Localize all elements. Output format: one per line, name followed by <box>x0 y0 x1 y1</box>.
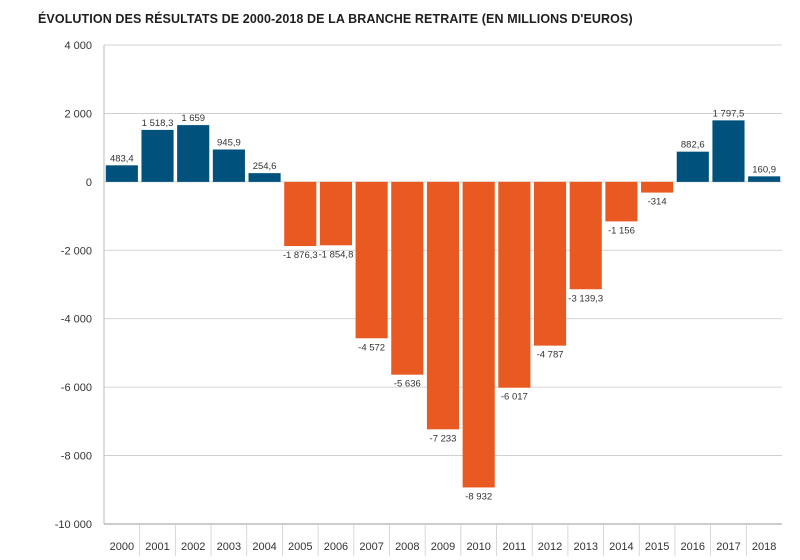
y-tick-label: -8 000 <box>61 451 92 463</box>
y-tick-label: 0 <box>86 177 92 189</box>
x-tick-label-2013: 2013 <box>573 541 597 553</box>
data-label-2008: -5 636 <box>394 379 421 390</box>
x-tick-label-2018: 2018 <box>752 541 776 553</box>
data-label-2016: 882,6 <box>681 140 705 151</box>
bar-2010 <box>462 181 495 488</box>
bar-2013 <box>569 181 602 290</box>
x-tick-label-2002: 2002 <box>181 541 205 553</box>
data-label-2014: -1 156 <box>608 225 635 236</box>
data-label-2002: 1 659 <box>181 113 205 124</box>
x-tick-label-2008: 2008 <box>395 541 419 553</box>
data-label-2000: 483,4 <box>110 153 134 164</box>
bar-2003 <box>212 149 245 182</box>
bar-2009 <box>426 181 460 430</box>
x-tick-label-2006: 2006 <box>324 541 348 553</box>
data-label-2015: -314 <box>648 197 667 208</box>
x-tick-label-2016: 2016 <box>681 541 705 553</box>
bar-2007 <box>355 181 388 339</box>
bar-2002 <box>177 125 210 182</box>
bar-2005 <box>284 181 317 247</box>
data-labels: 483,4 1 518,3 1 659 945,9 254,6 -1 876,3 -1 85… <box>110 108 776 502</box>
data-label-2007: -4 572 <box>358 342 385 353</box>
data-label-2009: -7 233 <box>430 433 457 444</box>
y-tick-label: 4 000 <box>64 40 92 52</box>
x-tick-label-2005: 2005 <box>288 541 312 553</box>
y-axis-ticks: 4 000 2 000 0 -2 000 -4 000 -6 000 -8 000 -10 0… <box>55 40 92 531</box>
y-tick-label: -2 000 <box>61 245 92 257</box>
data-label-2003: 945,9 <box>217 137 241 148</box>
y-tick-label: 2 000 <box>64 108 92 120</box>
bar-2006 <box>319 181 353 246</box>
data-label-2005: -1 876,3 <box>283 250 318 261</box>
x-tick-label-2004: 2004 <box>252 541 276 553</box>
bar-2017 <box>712 120 745 182</box>
bar-2016 <box>676 151 709 182</box>
bar-2004 <box>248 173 281 182</box>
bar-2001 <box>141 129 174 182</box>
x-axis-ticks: 2000 2001 2002 2003 2004 2005 2006 2007 2008 2009… <box>110 524 776 556</box>
data-label-2010: -8 932 <box>465 491 492 502</box>
x-tick-label-2009: 2009 <box>431 541 455 553</box>
data-label-2012: -4 787 <box>537 350 564 361</box>
y-tick-label: -6 000 <box>61 382 92 394</box>
x-tick-label-2003: 2003 <box>217 541 241 553</box>
y-tick-label: -10 000 <box>55 519 92 531</box>
data-label-2001: 1 518,3 <box>142 118 174 129</box>
x-tick-label-2010: 2010 <box>466 541 490 553</box>
bar-2008 <box>391 181 424 375</box>
x-tick-label-2011: 2011 <box>503 541 527 553</box>
bar-2011 <box>498 181 531 388</box>
data-label-2004: 254,6 <box>253 161 277 172</box>
x-tick-label-2000: 2000 <box>110 541 134 553</box>
x-tick-label-2007: 2007 <box>359 541 383 553</box>
bar-2000 <box>105 165 138 182</box>
x-tick-label-2012: 2012 <box>538 541 562 553</box>
bar-2018 <box>748 176 781 182</box>
data-label-2018: 160,9 <box>752 164 776 175</box>
data-label-2011: -6 017 <box>501 392 528 403</box>
x-tick-label-2014: 2014 <box>609 541 633 553</box>
bar-2015 <box>641 181 674 193</box>
data-label-2006: -1 854,8 <box>319 249 354 260</box>
bar-2012 <box>533 181 567 346</box>
x-tick-label-2001: 2001 <box>145 541 169 553</box>
y-tick-label: -4 000 <box>61 314 92 326</box>
chart-title: ÉVOLUTION DES RÉSULTATS DE 2000-2018 DE … <box>38 12 633 26</box>
bar-2014 <box>605 181 638 222</box>
bars <box>105 120 781 488</box>
data-label-2013: -3 139,3 <box>568 293 603 304</box>
x-tick-label-2017: 2017 <box>716 541 740 553</box>
x-tick-label-2015: 2015 <box>645 541 669 553</box>
data-label-2017: 1 797,5 <box>713 108 745 119</box>
